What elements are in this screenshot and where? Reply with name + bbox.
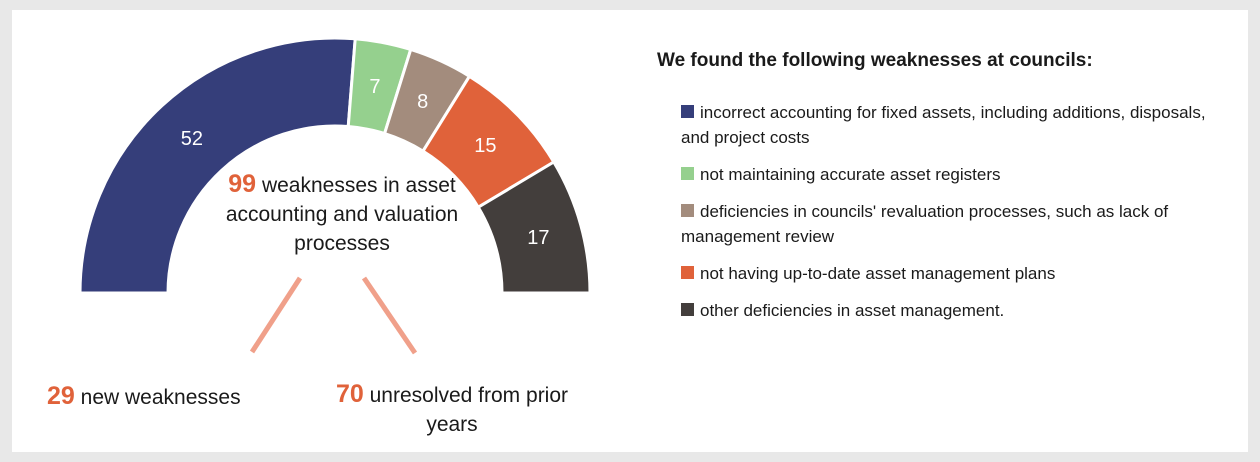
legend-item: not maintaining accurate asset registers (681, 162, 1227, 187)
legend-item: not having up-to-date asset management p… (681, 261, 1227, 286)
legend-list: incorrect accounting for fixed assets, i… (657, 100, 1227, 323)
legend-item: incorrect accounting for fixed assets, i… (681, 100, 1227, 150)
legend-swatch (681, 266, 694, 279)
gauge-segment-label: 17 (527, 227, 549, 249)
total-value: 99 (228, 170, 257, 198)
legend-label: incorrect accounting for fixed assets, i… (681, 103, 1206, 147)
legend: We found the following weaknesses at cou… (657, 50, 1227, 335)
gauge-segment-label: 7 (369, 76, 380, 98)
legend-swatch (681, 204, 694, 217)
breakdown-connector-line (249, 276, 303, 354)
legend-item: other deficiencies in asset management. (681, 298, 1227, 323)
legend-label: not maintaining accurate asset registers (700, 165, 1001, 184)
legend-swatch (681, 167, 694, 180)
legend-label: deficiencies in councils' revaluation pr… (681, 202, 1169, 246)
gauge-segment (476, 159, 592, 295)
gauge-segment (78, 36, 357, 295)
gauge-segment-label: 15 (474, 135, 496, 157)
legend-item: deficiencies in councils' revaluation pr… (681, 199, 1227, 249)
legend-swatch (681, 303, 694, 316)
legend-title: We found the following weaknesses at cou… (657, 50, 1093, 71)
unresolved-value: 70 (335, 380, 364, 408)
breakdown-connector-line (361, 276, 418, 355)
half-donut-chart: 52 7 8 15 17 (78, 36, 592, 355)
legend-label: other deficiencies in asset management. (700, 301, 1005, 320)
new-weaknesses-label: new weaknesses (80, 386, 241, 409)
new-weaknesses-summary: 29 new weaknesses (47, 382, 307, 412)
legend-label: not having up-to-date asset management p… (700, 264, 1056, 283)
unresolved-weaknesses-summary: 70 unresolved from prior years (332, 380, 572, 439)
infographic-panel: 52 7 8 15 17 99 weaknesses in asset accounti… (12, 10, 1248, 452)
new-weaknesses-value: 29 (47, 382, 75, 410)
total-summary: 99 weaknesses in asset accounting and va… (182, 170, 502, 258)
total-label: weaknesses in asset accounting and valua… (225, 174, 459, 255)
gauge-segment-label: 52 (181, 128, 203, 150)
gauge-segment-label: 8 (417, 91, 428, 113)
unresolved-label: unresolved from prior years (369, 384, 569, 436)
legend-swatch (681, 105, 694, 118)
